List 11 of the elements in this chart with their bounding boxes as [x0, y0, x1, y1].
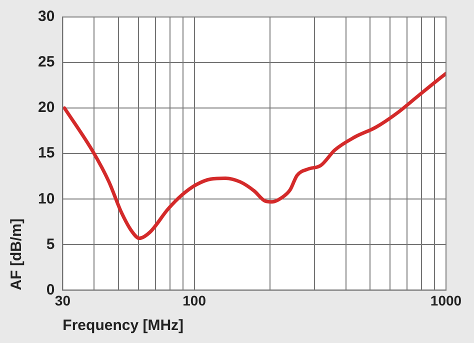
y-tick-label: 20	[38, 99, 55, 116]
y-axis-title: AF [dB/m]	[8, 218, 26, 290]
y-tick-label: 25	[38, 54, 55, 71]
y-tick-label: 10	[38, 190, 55, 208]
x-axis-title: Frequency [MHz]	[62, 317, 184, 334]
y-tick-label: 0	[46, 281, 55, 298]
y-tick-label: 5	[46, 236, 55, 253]
x-tick-label: 1000	[430, 292, 462, 308]
y-tick-label: 15	[38, 144, 55, 162]
x-tick-label: 100	[182, 292, 206, 308]
y-tick-label: 30	[38, 8, 55, 26]
